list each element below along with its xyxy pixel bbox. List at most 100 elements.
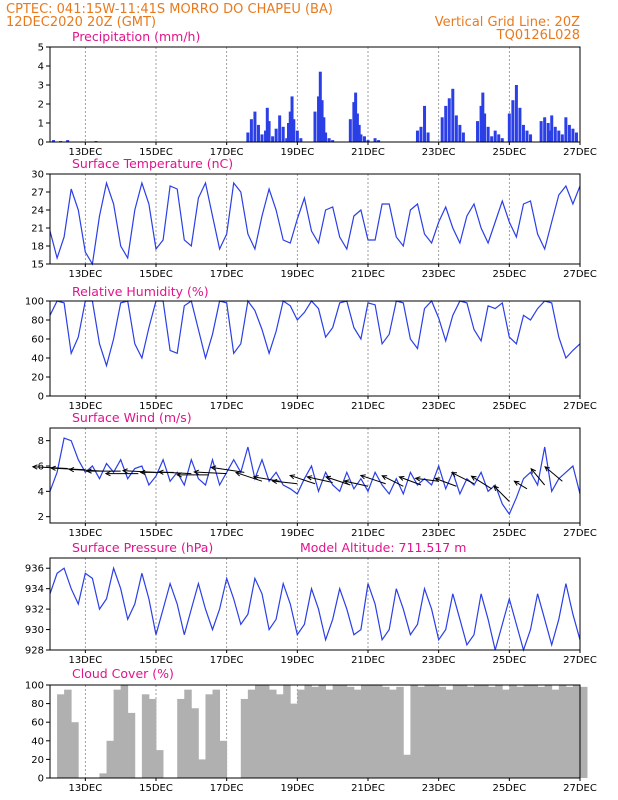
cloud-xtick-label: 15DEC bbox=[139, 783, 173, 794]
cloud-column bbox=[269, 689, 277, 778]
cloud-column bbox=[120, 685, 129, 778]
cloud-column bbox=[572, 685, 581, 778]
pressure-xtick-label: 27DEC bbox=[563, 655, 597, 666]
temperature-xtick-label: 13DEC bbox=[68, 269, 102, 280]
wind-ytick-label: 2 bbox=[38, 512, 44, 523]
wind-arrow bbox=[435, 477, 457, 487]
precip-bar bbox=[348, 119, 352, 142]
pressure-ytick-label: 934 bbox=[25, 584, 44, 595]
wind-xtick-label: 21DEC bbox=[351, 528, 385, 539]
wind-arrow-head bbox=[252, 474, 259, 481]
precip-xtick-label: 19DEC bbox=[280, 147, 314, 158]
cloud-column bbox=[516, 686, 524, 778]
temperature-xtick-label: 17DEC bbox=[210, 269, 244, 280]
precip-bar bbox=[486, 126, 490, 142]
precip-bar bbox=[253, 111, 257, 142]
cloud-column bbox=[141, 694, 150, 778]
cloud-column bbox=[382, 686, 390, 778]
temperature-xtick-label: 21DEC bbox=[351, 269, 385, 280]
cloud-column bbox=[297, 689, 305, 778]
precip-bar bbox=[290, 96, 294, 142]
precip-bar bbox=[557, 130, 561, 142]
cloud-column bbox=[106, 740, 115, 778]
cloud-column bbox=[474, 685, 482, 778]
cloud-column bbox=[537, 686, 546, 778]
precip-bar bbox=[543, 117, 547, 142]
humidity-xtick-label: 19DEC bbox=[280, 401, 314, 412]
pressure-series-line bbox=[49, 566, 581, 653]
humidity-xtick-label: 17DEC bbox=[210, 401, 244, 412]
cloud-column bbox=[148, 698, 157, 778]
wind-arrow-head bbox=[398, 475, 405, 481]
precip-bar bbox=[521, 124, 525, 142]
precip-bar bbox=[327, 138, 331, 142]
cloud-column bbox=[254, 685, 263, 778]
precip-bar bbox=[287, 123, 290, 142]
wind-xtick-label: 25DEC bbox=[492, 528, 526, 539]
wind-xtick-label: 27DEC bbox=[563, 528, 597, 539]
temperature-frame bbox=[49, 173, 581, 265]
cloud-column bbox=[558, 685, 567, 778]
wind-arrow-head bbox=[493, 485, 499, 491]
temperature-ytick-label: 21 bbox=[31, 224, 44, 235]
cloud-column bbox=[389, 689, 397, 778]
cloud-column bbox=[410, 685, 418, 778]
wind-arrow-head bbox=[359, 474, 366, 480]
pressure-title: Surface Pressure (hPa) bbox=[72, 540, 213, 555]
precip-bar bbox=[546, 123, 550, 142]
temperature-title: Surface Temperature (nC) bbox=[72, 156, 233, 171]
header-datetime: 12DEC2020 20Z (GMT) bbox=[6, 15, 156, 30]
pressure-ytick-label: 932 bbox=[25, 605, 44, 616]
cloud-column bbox=[99, 773, 107, 778]
temperature-xtick-label: 15DEC bbox=[139, 269, 173, 280]
cloud-column bbox=[198, 759, 206, 778]
precip-bar bbox=[500, 138, 504, 142]
wind-arrow bbox=[381, 475, 404, 487]
cloud-ytick-label: 80 bbox=[31, 699, 44, 710]
cloud-column bbox=[551, 689, 560, 778]
precip-bar bbox=[479, 105, 483, 142]
temperature-series-line bbox=[49, 180, 581, 266]
wind-arrow-head bbox=[470, 475, 477, 481]
cloud-column bbox=[466, 686, 475, 778]
wind-arrow-head bbox=[31, 464, 38, 470]
temperature-xtick-label: 19DEC bbox=[280, 269, 314, 280]
wind-arrow bbox=[493, 485, 510, 502]
temperature-xtick-label: 27DEC bbox=[563, 269, 597, 280]
temperature-ytick-label: 24 bbox=[31, 206, 44, 217]
cloud-column bbox=[212, 689, 221, 778]
wind-arrow-head bbox=[85, 468, 92, 474]
precip-bar bbox=[274, 128, 278, 142]
precip-ytick-label: 1 bbox=[38, 119, 44, 130]
precip-xtick-label: 15DEC bbox=[139, 147, 173, 158]
cloud-column bbox=[523, 685, 531, 778]
cloud-column bbox=[424, 685, 433, 778]
precip-bar bbox=[373, 138, 377, 142]
precip-xtick-label: 13DEC bbox=[68, 147, 102, 158]
wind-arrow-head bbox=[157, 469, 164, 475]
wind-arrow bbox=[325, 476, 351, 486]
cloud-column bbox=[445, 689, 454, 778]
precip-ytick-label: 2 bbox=[38, 100, 44, 111]
wind-ytick-label: 4 bbox=[38, 487, 44, 498]
wind-arrow bbox=[544, 466, 563, 482]
cloud-column bbox=[417, 686, 425, 778]
humidity-xtick-label: 15DEC bbox=[139, 401, 173, 412]
precip-bar bbox=[419, 126, 423, 142]
precip-bar bbox=[481, 92, 485, 142]
cloud-column bbox=[459, 685, 468, 778]
precip-bar bbox=[299, 138, 303, 142]
precip-bar bbox=[249, 119, 253, 142]
precip-bar bbox=[267, 121, 271, 142]
humidity-xtick-label: 27DEC bbox=[563, 401, 597, 412]
wind-arrow-head bbox=[414, 476, 421, 482]
cloud-column bbox=[184, 689, 192, 778]
precip-bar bbox=[548, 130, 552, 142]
precip-bar bbox=[451, 88, 455, 142]
cloud-column bbox=[191, 708, 199, 778]
wind-arrow-head bbox=[544, 466, 551, 472]
cloud-xtick-label: 23DEC bbox=[422, 783, 456, 794]
wind-panel: Surface Wind (m/s) 2 4 6 8 13DEC 15DEC 17DEC 19D… bbox=[31, 410, 597, 539]
precip-bar bbox=[476, 121, 480, 142]
wind-arrow-head bbox=[121, 468, 128, 474]
